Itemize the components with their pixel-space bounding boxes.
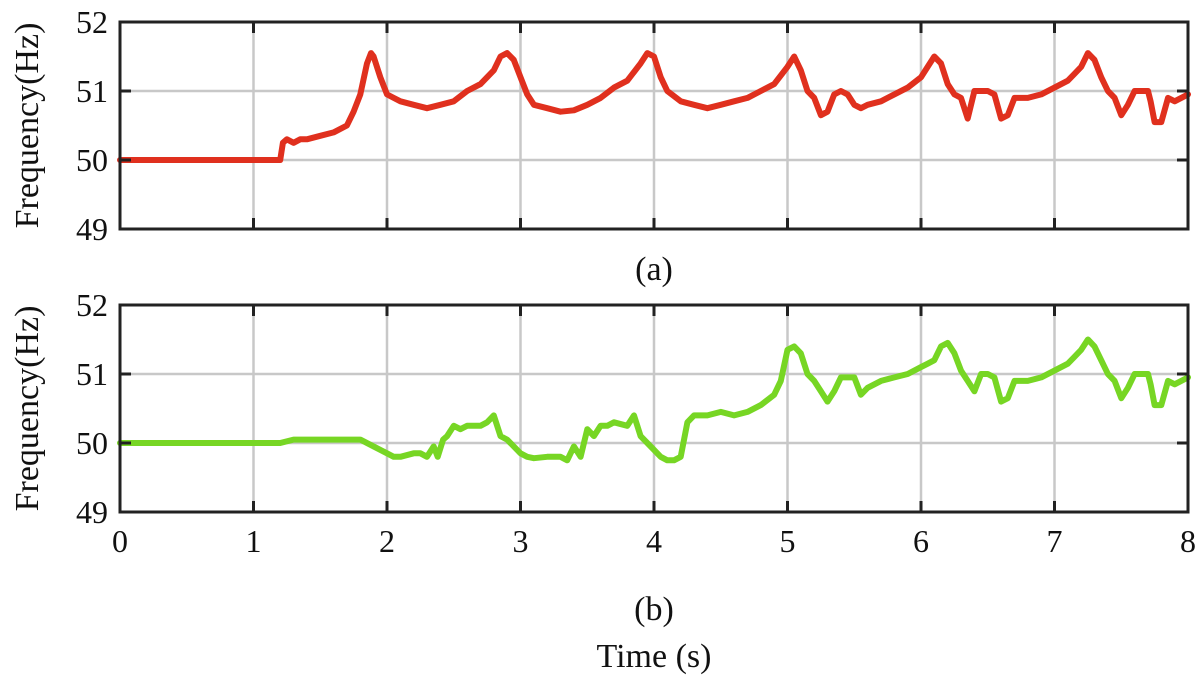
x-tick-label: 5 xyxy=(780,523,796,559)
panel-b: 0 1 2 3 4 5 6 7 8 49 50 51 52 Frequency(Hz) (b) Time… xyxy=(9,287,1196,675)
panel-a-frequency-line xyxy=(117,50,1191,163)
y-tick-label: 52 xyxy=(76,4,108,40)
panel-b-frequency-line xyxy=(117,336,1191,464)
x-tick-label: 6 xyxy=(913,523,929,559)
y-tick-label: 51 xyxy=(76,356,108,392)
x-tick-label: 1 xyxy=(246,523,262,559)
x-tick-label: 8 xyxy=(1180,523,1196,559)
x-tick-label: 0 xyxy=(112,523,128,559)
y-tick-label: 49 xyxy=(76,211,108,247)
panel-a-y-axis-label: Frequency(Hz) xyxy=(9,23,46,229)
x-tick-label: 7 xyxy=(1047,523,1063,559)
panel-b-grid xyxy=(120,305,1188,512)
x-tick-label: 2 xyxy=(379,523,395,559)
panel-b-y-axis-label: Frequency(Hz) xyxy=(9,306,46,512)
panel-a: 49 50 51 52 Frequency(Hz) (a) xyxy=(9,4,1191,288)
panel-a-grid xyxy=(120,22,1188,229)
y-tick-label: 50 xyxy=(76,142,108,178)
x-axis-label: Time (s) xyxy=(597,638,712,675)
x-tick-label: 4 xyxy=(646,523,662,559)
y-tick-label: 50 xyxy=(76,425,108,461)
panel-b-ticks: 0 1 2 3 4 5 6 7 8 49 50 51 52 xyxy=(76,287,1196,559)
y-tick-label: 52 xyxy=(76,287,108,323)
panel-b-caption: (b) xyxy=(634,591,674,628)
x-tick-label: 3 xyxy=(513,523,529,559)
y-tick-label: 49 xyxy=(76,494,108,530)
panel-a-ticks: 49 50 51 52 xyxy=(76,4,1190,247)
y-tick-label: 51 xyxy=(76,73,108,109)
panel-a-caption: (a) xyxy=(635,251,673,288)
